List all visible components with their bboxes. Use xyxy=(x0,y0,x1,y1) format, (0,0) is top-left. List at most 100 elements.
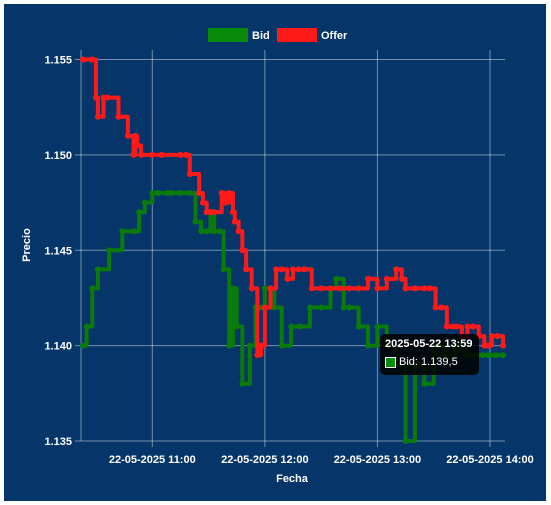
data-point-offer[interactable] xyxy=(115,113,122,120)
data-point-bid[interactable] xyxy=(94,266,101,273)
data-point-bid[interactable] xyxy=(485,352,492,359)
data-point-offer[interactable] xyxy=(158,151,165,158)
data-point-offer[interactable] xyxy=(500,342,507,349)
data-point-offer[interactable] xyxy=(134,142,141,149)
data-point-bid[interactable] xyxy=(261,285,268,292)
data-point-bid[interactable] xyxy=(288,323,295,330)
data-point-offer[interactable] xyxy=(218,190,225,197)
data-point-offer[interactable] xyxy=(149,151,156,158)
data-point-offer[interactable] xyxy=(464,323,471,330)
data-point-bid[interactable] xyxy=(374,323,381,330)
data-point-offer[interactable] xyxy=(432,304,439,311)
data-point-offer[interactable] xyxy=(226,190,233,197)
data-point-bid[interactable] xyxy=(500,352,507,359)
data-point-bid[interactable] xyxy=(136,209,143,216)
legend[interactable]: Bid Offer xyxy=(208,28,348,42)
data-point-bid[interactable] xyxy=(216,228,223,235)
data-point-offer[interactable] xyxy=(308,285,315,292)
data-point-offer[interactable] xyxy=(104,94,111,101)
data-point-bid[interactable] xyxy=(186,190,193,197)
data-point-bid[interactable] xyxy=(333,275,340,282)
data-point-offer[interactable] xyxy=(488,333,495,340)
data-point-offer[interactable] xyxy=(177,151,184,158)
data-point-bid[interactable] xyxy=(226,342,233,349)
data-point-bid[interactable] xyxy=(346,304,353,311)
data-point-bid[interactable] xyxy=(479,352,486,359)
data-point-offer[interactable] xyxy=(453,323,460,330)
data-point-offer[interactable] xyxy=(239,247,246,254)
data-point-offer[interactable] xyxy=(199,199,206,206)
data-point-offer[interactable] xyxy=(355,285,362,292)
data-point-offer[interactable] xyxy=(398,275,405,282)
data-point-offer[interactable] xyxy=(278,266,285,273)
data-point-offer[interactable] xyxy=(470,323,477,330)
data-point-bid[interactable] xyxy=(89,285,96,292)
data-point-offer[interactable] xyxy=(93,94,100,101)
data-point-bid[interactable] xyxy=(229,285,236,292)
data-point-bid[interactable] xyxy=(177,190,184,197)
data-point-bid[interactable] xyxy=(149,190,156,197)
data-point-offer[interactable] xyxy=(222,199,229,206)
data-point-bid[interactable] xyxy=(119,228,126,235)
legend-item-bid[interactable]: Bid xyxy=(208,28,270,42)
data-point-offer[interactable] xyxy=(346,285,353,292)
data-point-bid[interactable] xyxy=(192,218,199,225)
data-point-offer[interactable] xyxy=(494,333,501,340)
data-point-bid[interactable] xyxy=(239,380,246,387)
data-point-offer[interactable] xyxy=(89,56,96,63)
data-point-bid[interactable] xyxy=(402,438,409,444)
data-point-offer[interactable] xyxy=(365,275,372,282)
data-point-offer[interactable] xyxy=(138,151,145,158)
data-point-offer[interactable] xyxy=(267,285,274,292)
legend-item-offer[interactable]: Offer xyxy=(277,28,348,42)
data-point-offer[interactable] xyxy=(284,275,291,282)
data-point-bid[interactable] xyxy=(278,342,285,349)
data-point-bid[interactable] xyxy=(198,228,205,235)
data-point-bid[interactable] xyxy=(271,304,278,311)
data-point-offer[interactable] xyxy=(196,190,203,197)
data-point-offer[interactable] xyxy=(443,323,450,330)
data-point-offer[interactable] xyxy=(132,132,139,139)
data-point-offer[interactable] xyxy=(336,285,343,292)
data-point-bid[interactable] xyxy=(340,304,347,311)
data-point-offer[interactable] xyxy=(438,304,445,311)
data-point-bid[interactable] xyxy=(220,266,227,273)
data-point-offer[interactable] xyxy=(254,352,261,359)
data-point-offer[interactable] xyxy=(421,285,428,292)
data-point-offer[interactable] xyxy=(94,113,101,120)
data-point-offer[interactable] xyxy=(295,266,302,273)
data-point-offer[interactable] xyxy=(273,266,280,273)
data-point-bid[interactable] xyxy=(233,323,240,330)
data-point-offer[interactable] xyxy=(402,285,409,292)
data-point-offer[interactable] xyxy=(485,342,492,349)
data-point-bid[interactable] xyxy=(130,228,137,235)
data-point-bid[interactable] xyxy=(141,199,148,206)
data-point-offer[interactable] xyxy=(235,228,242,235)
data-point-bid[interactable] xyxy=(106,247,113,254)
data-point-bid[interactable] xyxy=(246,342,253,349)
data-point-bid[interactable] xyxy=(154,190,161,197)
data-point-offer[interactable] xyxy=(261,304,268,311)
data-point-offer[interactable] xyxy=(411,285,418,292)
data-point-offer[interactable] xyxy=(290,266,296,273)
data-point-offer[interactable] xyxy=(243,266,250,273)
data-point-offer[interactable] xyxy=(124,132,131,139)
data-point-bid[interactable] xyxy=(297,323,304,330)
data-point-offer[interactable] xyxy=(301,266,308,273)
data-point-bid[interactable] xyxy=(365,342,372,349)
data-point-bid[interactable] xyxy=(83,323,90,330)
data-point-offer[interactable] xyxy=(231,218,238,225)
data-point-offer[interactable] xyxy=(183,151,190,158)
data-point-offer[interactable] xyxy=(393,266,400,273)
data-point-offer[interactable] xyxy=(383,275,390,282)
data-point-bid[interactable] xyxy=(421,380,428,387)
data-point-offer[interactable] xyxy=(258,342,265,349)
data-point-offer[interactable] xyxy=(211,209,218,216)
data-point-offer[interactable] xyxy=(186,170,193,177)
data-point-offer[interactable] xyxy=(79,56,86,63)
data-point-offer[interactable] xyxy=(374,285,381,292)
data-point-bid[interactable] xyxy=(79,342,86,349)
data-point-bid[interactable] xyxy=(306,304,313,311)
data-point-bid[interactable] xyxy=(168,190,175,197)
data-point-bid[interactable] xyxy=(492,352,499,359)
